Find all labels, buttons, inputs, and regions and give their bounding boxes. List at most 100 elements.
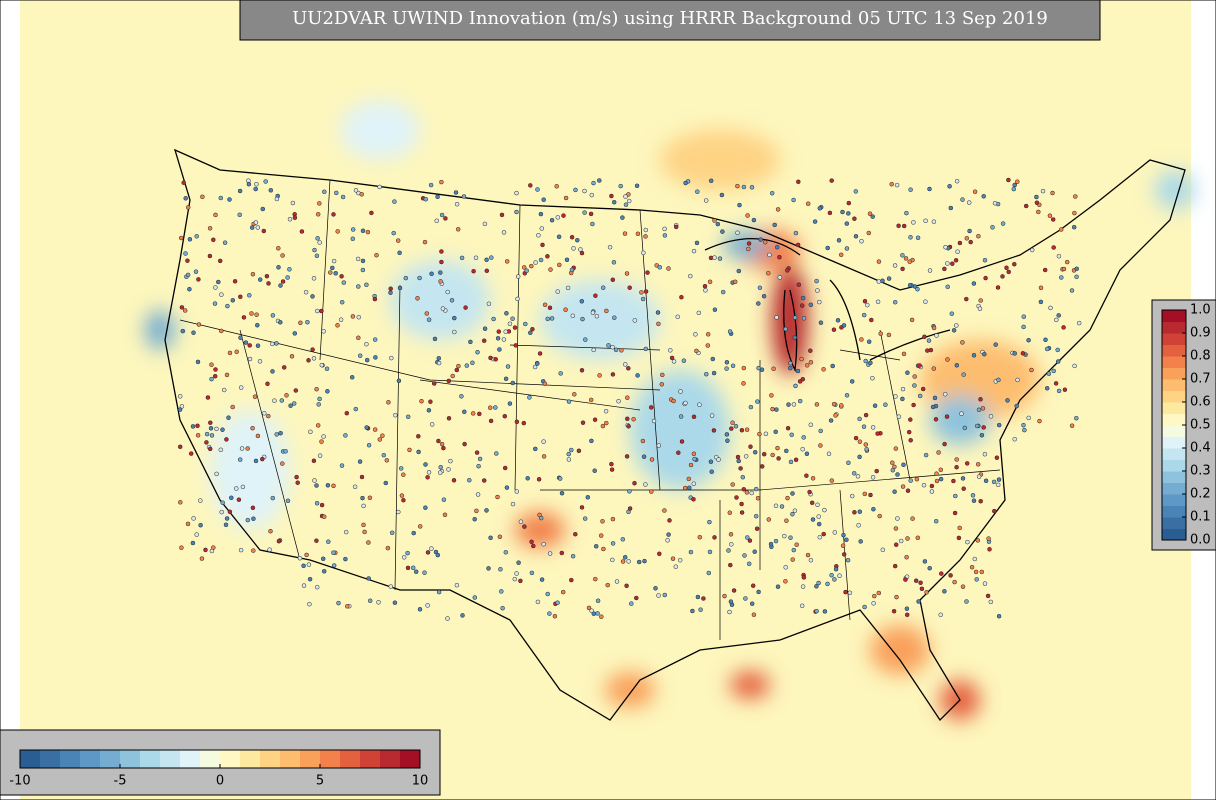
observation-dot xyxy=(783,579,788,584)
observation-dot xyxy=(477,411,482,417)
observation-dot xyxy=(749,601,755,606)
observation-dot xyxy=(507,401,513,406)
observation-dot xyxy=(640,438,646,444)
observation-dot xyxy=(512,576,518,582)
observation-dot xyxy=(1074,415,1079,421)
observation-dot xyxy=(569,267,575,273)
title-box xyxy=(239,0,1101,41)
observation-dot xyxy=(901,351,907,357)
observation-dot xyxy=(904,606,910,611)
colorbar-segment xyxy=(1162,505,1186,518)
observation-dot xyxy=(622,555,628,560)
observation-dot xyxy=(648,405,654,410)
observation-dot xyxy=(914,476,920,482)
observation-dot xyxy=(828,418,834,423)
observation-dot xyxy=(805,201,811,206)
observation-dot xyxy=(667,518,672,523)
observation-dot xyxy=(755,495,761,501)
colorbar-segment xyxy=(1162,436,1186,449)
observation-dot xyxy=(653,586,658,591)
observation-dot xyxy=(1059,275,1064,280)
observation-dot xyxy=(610,516,616,522)
observation-dot xyxy=(814,584,819,589)
observation-dot xyxy=(730,482,735,487)
observation-dot xyxy=(971,353,977,358)
observation-dot xyxy=(260,456,265,462)
observation-dot xyxy=(482,221,488,227)
colorbar-segment xyxy=(1162,528,1186,541)
observation-dot xyxy=(872,403,878,408)
observation-dot xyxy=(610,557,615,563)
observation-dot xyxy=(862,298,868,304)
observation-dot xyxy=(475,492,481,497)
observation-dot xyxy=(565,285,571,291)
observation-dot xyxy=(829,572,834,578)
observation-dot xyxy=(383,480,389,486)
observation-dot xyxy=(934,471,939,476)
colorbar-segment xyxy=(1162,321,1186,334)
observation-dot xyxy=(635,231,641,237)
observation-dot xyxy=(227,197,232,202)
observation-dot xyxy=(808,348,813,353)
colorbar-tick-label: 0 xyxy=(216,774,224,789)
observation-dot xyxy=(770,406,775,412)
observation-dot xyxy=(593,544,599,549)
observation-dot xyxy=(578,247,583,252)
observation-dot xyxy=(475,349,480,355)
observation-dot xyxy=(880,278,885,284)
observation-dot xyxy=(729,426,734,431)
observation-dot xyxy=(539,577,545,582)
observation-dot xyxy=(632,318,638,323)
observation-dot xyxy=(775,207,781,212)
observation-dot xyxy=(832,530,838,535)
observation-dot xyxy=(262,411,267,416)
observation-dot xyxy=(334,190,339,196)
colorbar-segment xyxy=(300,750,321,768)
observation-dot xyxy=(532,364,538,370)
observation-dot xyxy=(830,363,835,369)
observation-dot xyxy=(844,246,850,251)
observation-dot xyxy=(293,388,299,393)
observation-dot xyxy=(629,601,634,606)
observation-dot xyxy=(1042,267,1048,273)
observation-dot xyxy=(535,599,541,605)
observation-dot xyxy=(632,480,637,486)
observation-dot xyxy=(922,559,928,564)
observation-dot xyxy=(743,454,749,459)
observation-dot xyxy=(892,464,897,470)
observation-dot xyxy=(449,298,455,303)
observation-dot xyxy=(1034,194,1039,200)
observation-dot xyxy=(477,456,483,462)
observation-dot xyxy=(876,279,882,284)
observation-dot xyxy=(980,406,986,411)
colorbar-segment xyxy=(280,750,301,768)
observation-dot xyxy=(515,296,520,302)
colorbar-segment xyxy=(1162,344,1186,357)
observation-dot xyxy=(356,335,361,341)
observation-dot xyxy=(266,413,271,419)
observation-dot xyxy=(761,293,767,299)
observation-dot xyxy=(707,279,713,285)
observation-dot xyxy=(792,315,798,320)
colorbar-tick-label: 0.6 xyxy=(1190,395,1211,410)
observation-dot xyxy=(598,533,604,538)
observation-dot xyxy=(389,355,394,361)
observation-dot xyxy=(892,563,898,569)
observation-dot xyxy=(645,270,650,275)
observation-dot xyxy=(917,393,923,399)
observation-dot xyxy=(260,206,266,212)
observation-dot xyxy=(662,508,667,513)
observation-dot xyxy=(607,244,613,250)
observation-dot xyxy=(597,373,602,378)
observation-dot xyxy=(247,343,252,348)
observation-dot xyxy=(224,516,230,521)
observation-dot xyxy=(1069,423,1075,428)
observation-dot xyxy=(609,461,614,467)
observation-dot xyxy=(238,385,244,390)
observation-dot xyxy=(439,441,445,447)
observation-dot xyxy=(774,407,779,412)
observation-dot xyxy=(643,234,648,239)
observation-dot xyxy=(612,315,617,320)
observation-dot xyxy=(190,540,196,546)
observation-dot xyxy=(426,317,432,322)
